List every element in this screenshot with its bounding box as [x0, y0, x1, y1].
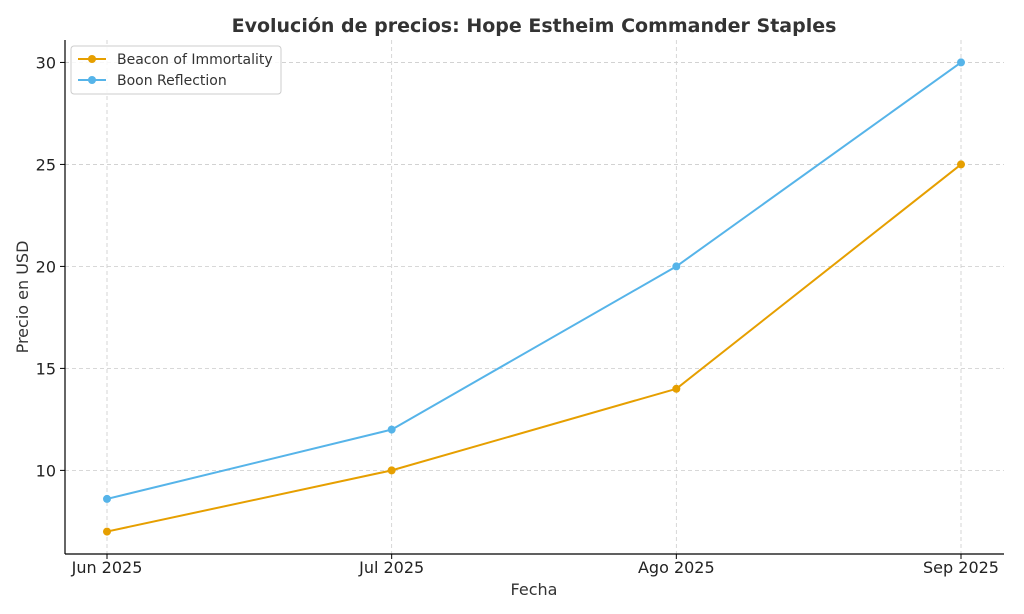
y-tick-label: 15 — [36, 359, 56, 378]
series-lines — [103, 58, 965, 536]
data-point — [672, 384, 681, 393]
legend-marker — [88, 55, 96, 63]
y-axis-label: Precio en USD — [13, 241, 32, 354]
y-axis-ticks: 10 15 20 25 30 — [36, 53, 65, 480]
data-point — [387, 466, 396, 475]
data-point — [957, 58, 965, 67]
grid — [65, 40, 1004, 554]
data-point — [103, 494, 111, 503]
data-point — [103, 527, 111, 536]
data-point — [387, 425, 396, 434]
legend-box — [70, 45, 282, 95]
series-line — [106, 163, 962, 533]
x-tick-label: Jun 2025 — [71, 558, 143, 577]
x-axis-ticks: Jun 2025 Jul 2025 Ago 2025 Sep 2025 — [71, 554, 999, 577]
legend-label: Boon Reflection — [117, 73, 227, 89]
series-line — [106, 61, 962, 500]
x-tick-label: Ago 2025 — [638, 558, 715, 577]
y-tick-label: 20 — [36, 257, 56, 276]
data-point — [672, 262, 681, 271]
x-axis-label: Fecha — [511, 580, 558, 599]
legend-marker — [88, 76, 96, 84]
legend-label: Beacon of Immortality — [117, 52, 273, 68]
data-point — [957, 160, 965, 169]
y-tick-label: 10 — [36, 461, 56, 480]
series-1 — [103, 58, 965, 503]
x-tick-label: Jul 2025 — [358, 558, 424, 577]
legend: Beacon of Immortality Boon Reflection — [70, 45, 282, 95]
chart-title: Evolución de precios: Hope Estheim Comma… — [232, 15, 837, 37]
y-tick-label: 30 — [36, 53, 56, 72]
y-tick-label: 25 — [36, 155, 56, 174]
series-0 — [103, 160, 965, 536]
x-tick-label: Sep 2025 — [923, 558, 999, 577]
